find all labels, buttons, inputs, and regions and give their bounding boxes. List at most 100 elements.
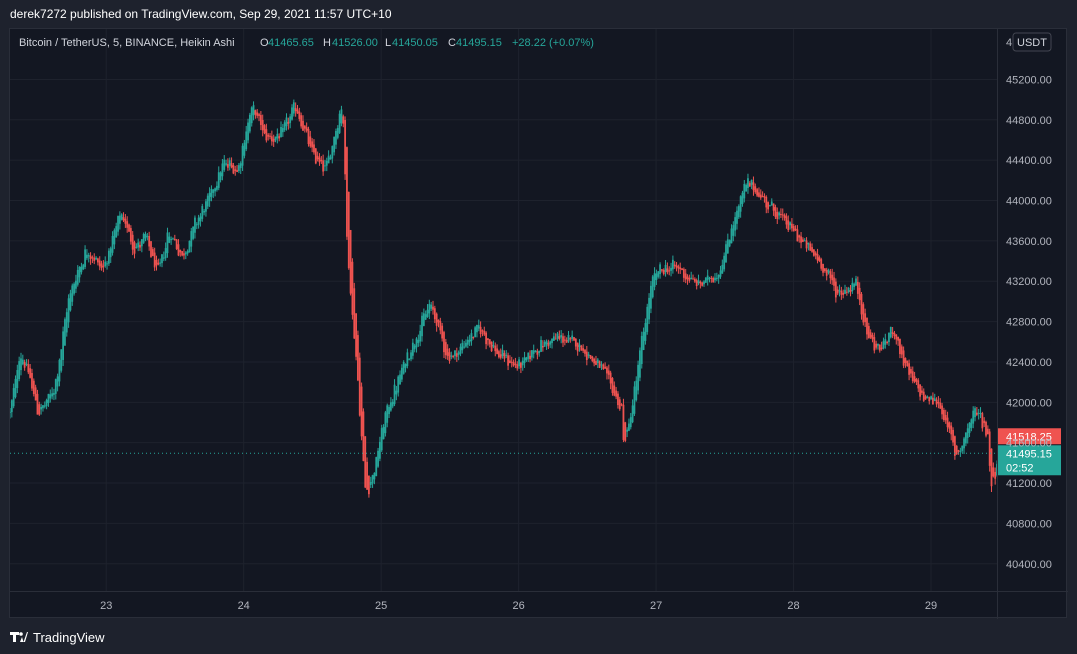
candle-body	[400, 367, 403, 380]
candle-body	[734, 217, 737, 231]
candle-body	[847, 287, 850, 293]
candle-body	[756, 189, 759, 196]
candle-body	[14, 378, 17, 398]
candle-body	[922, 391, 925, 401]
candle-body	[454, 350, 456, 357]
candle-body	[474, 327, 477, 338]
candle-body	[679, 267, 682, 270]
candle-body	[818, 257, 821, 261]
candle-body	[465, 342, 467, 347]
candle-body	[686, 276, 689, 280]
candle-body	[40, 406, 43, 410]
candle-body	[899, 338, 901, 355]
candle-body	[765, 196, 768, 208]
tradingview-logo[interactable]: TradingView	[10, 630, 105, 645]
candle-body	[604, 366, 607, 369]
top-bar: derek7272 published on TradingView.com, …	[0, 0, 1077, 28]
candle-body	[428, 304, 431, 314]
candle-body	[880, 347, 883, 350]
candle-body	[701, 282, 704, 286]
x-tick-label: 25	[375, 600, 387, 612]
symbol-title[interactable]: Bitcoin / TetherUS, 5, BINANCE, Heikin A…	[19, 37, 235, 49]
y-tick-label: 40800.00	[1006, 518, 1052, 530]
candle-body	[648, 297, 650, 320]
candle-body	[776, 211, 779, 219]
y-tick-label: 45200.00	[1006, 74, 1052, 86]
candle-body	[723, 255, 726, 270]
candle-body	[902, 350, 905, 366]
chart-pane[interactable]: 41518.25 41495.15 02:52 45200.00 44800.00 44…	[9, 28, 1068, 619]
candle-body	[622, 404, 625, 440]
candle-body	[503, 353, 506, 359]
candle-body	[481, 330, 484, 332]
candle-body	[975, 412, 978, 415]
candle-body	[80, 266, 83, 273]
candle-body	[615, 390, 618, 397]
candle-body	[986, 428, 989, 435]
candle-body	[919, 384, 921, 397]
candle-body	[388, 406, 390, 415]
candle-body	[166, 232, 169, 254]
candle-body	[84, 249, 86, 267]
candle-body	[206, 195, 209, 207]
candle-body	[662, 269, 665, 274]
candle-body	[595, 361, 597, 365]
candle-body	[523, 357, 526, 364]
candle-body	[681, 268, 683, 271]
candle-body	[889, 326, 892, 338]
candle-body	[851, 282, 854, 292]
candle-body	[970, 419, 973, 428]
candle-body	[87, 254, 90, 257]
candle-body	[340, 109, 343, 124]
candle-body	[184, 252, 187, 255]
candle-body	[798, 235, 801, 238]
candle-body	[541, 345, 544, 348]
candle-body	[466, 339, 469, 345]
candle-body	[827, 269, 830, 273]
candle-body	[549, 341, 552, 345]
candle-body	[730, 228, 733, 244]
candle-body	[869, 332, 872, 338]
candle-body	[164, 248, 167, 259]
y-tick-label: 40400.00	[1006, 559, 1052, 571]
candle-body	[800, 236, 802, 243]
candle-body	[477, 325, 480, 329]
candle-body	[333, 136, 336, 153]
candle-body	[96, 258, 99, 263]
candle-body	[318, 157, 321, 163]
ohlc-high-label: H	[323, 37, 331, 49]
candle-body	[946, 417, 949, 428]
candle-body	[626, 429, 629, 432]
candle-body	[60, 349, 63, 371]
candle-body	[505, 354, 508, 356]
candle-body	[201, 206, 204, 219]
candle-body	[897, 336, 900, 341]
candle-body	[871, 334, 874, 340]
candle-body	[591, 356, 594, 361]
candle-body	[499, 354, 502, 358]
candle-body	[468, 339, 471, 343]
high-price-marker	[998, 428, 1061, 445]
candle-body	[990, 448, 993, 487]
currency-button[interactable]: USDT	[1012, 32, 1052, 52]
candle-body	[179, 249, 182, 253]
candle-body	[422, 313, 425, 326]
candle-body	[133, 242, 136, 254]
candle-body	[646, 306, 649, 332]
candle-body	[750, 179, 753, 185]
candle-body	[598, 361, 601, 368]
grid	[10, 29, 997, 591]
candle-body	[487, 338, 489, 341]
candle-body	[67, 298, 70, 323]
candle-body	[76, 269, 79, 285]
candle-body	[671, 259, 674, 270]
candle-body	[270, 136, 273, 142]
y-tick-label: 42000.00	[1006, 397, 1052, 409]
candle-body	[573, 337, 575, 341]
candle-body	[64, 319, 66, 346]
candle-body	[272, 138, 275, 142]
candle-body	[261, 120, 264, 131]
candle-body	[886, 341, 889, 343]
y-tick-label: 43600.00	[1006, 236, 1052, 248]
